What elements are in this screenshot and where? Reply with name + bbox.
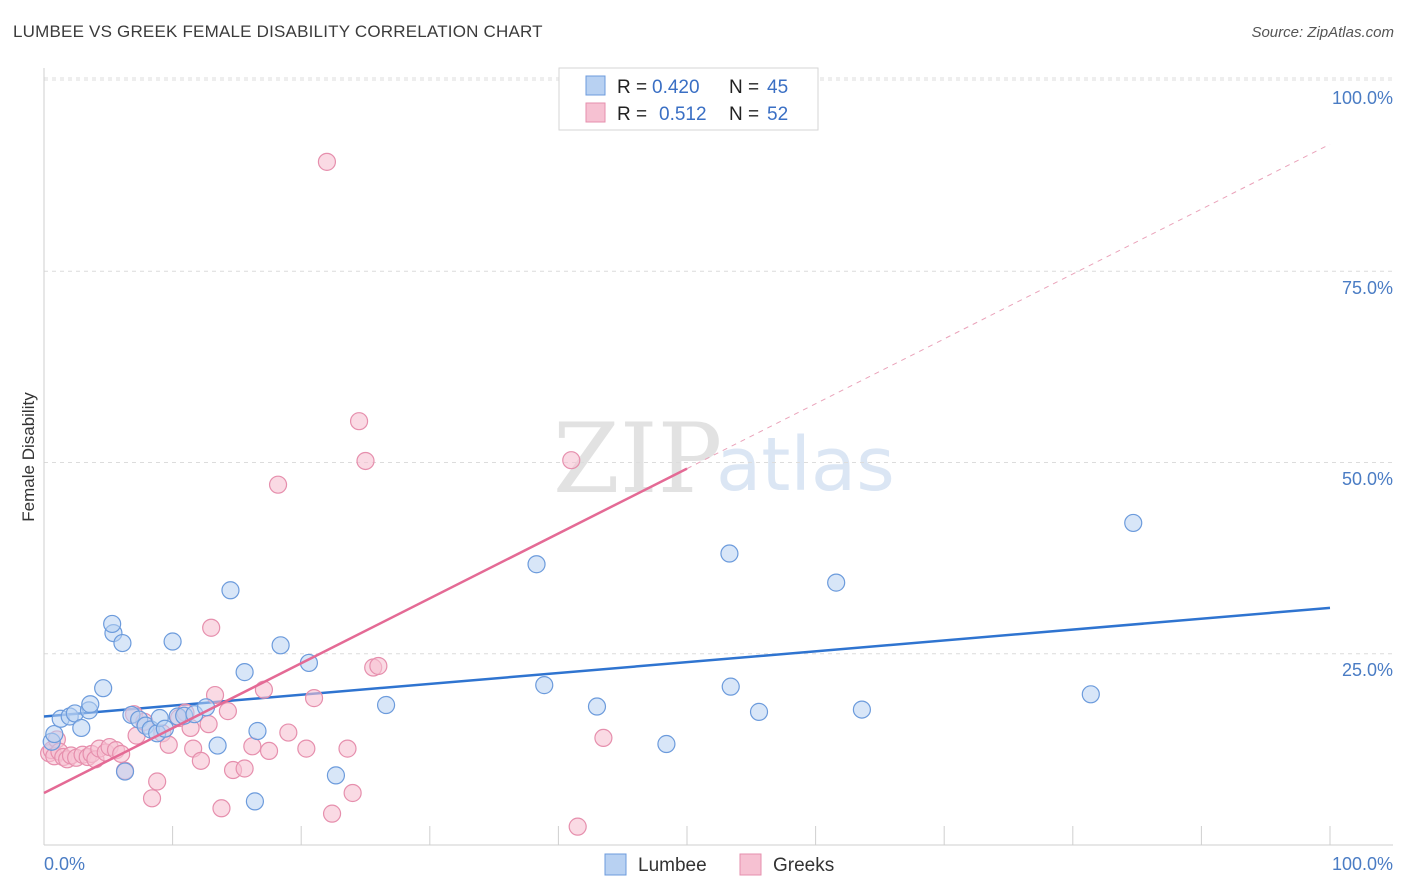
lumbee-point-37 xyxy=(657,734,676,754)
lumbee-point-34 xyxy=(527,555,546,574)
gridlines xyxy=(44,77,1393,655)
lumbee-point-11 xyxy=(113,633,132,653)
lumbee-point-41 xyxy=(827,573,846,592)
greeks-point-44 xyxy=(304,689,324,708)
lumbee-point-30 xyxy=(271,636,290,655)
greeks-point-50 xyxy=(356,451,375,471)
greeks-point-47 xyxy=(338,739,357,758)
lumbee-point-20 xyxy=(163,632,182,651)
greeks-point-40 xyxy=(259,741,279,761)
lumbee-point-29 xyxy=(248,721,267,741)
series-legend: Lumbee Greeks xyxy=(604,853,834,876)
lumbee-point-43 xyxy=(1081,685,1100,704)
x-tick-label-min: 0.0% xyxy=(44,854,85,874)
lumbee-point-28 xyxy=(245,792,265,811)
lumbee-point-40 xyxy=(749,702,769,721)
greeks-point-41 xyxy=(268,475,288,494)
greeks-point-31 xyxy=(199,715,218,734)
greeks-point-30 xyxy=(191,751,210,770)
lumbee-point-25 xyxy=(208,736,227,755)
lumbee-point-1 xyxy=(45,724,64,744)
bottom-greeks-swatch xyxy=(739,853,762,876)
stats-legend: R = 0.420 N = 45 R = 0.512 N = 52 xyxy=(558,67,819,131)
watermark-atlas: atlas xyxy=(716,422,895,508)
y-tick-label-50: 50.0% xyxy=(1342,469,1393,489)
lumbee-point-39 xyxy=(721,677,740,696)
greeks-point-23 xyxy=(148,772,167,791)
greeks-point-37 xyxy=(235,759,254,778)
y-tick-label-75: 75.0% xyxy=(1342,278,1393,298)
greeks-n-value: 52 xyxy=(767,104,788,125)
trend-lines xyxy=(43,143,1331,718)
lumbee-point-7 xyxy=(81,695,100,714)
lumbee-point-36 xyxy=(587,697,607,716)
y-axis-label: Female Disability xyxy=(19,392,38,522)
greeks-point-52 xyxy=(369,656,388,676)
greeks-point-35 xyxy=(218,702,237,721)
lumbee-point-32 xyxy=(326,766,346,785)
greeks-point-55 xyxy=(594,728,613,748)
lumbee-point-12 xyxy=(115,762,135,781)
greeks-r-value: 0.512 xyxy=(659,104,707,125)
lumbee-point-10 xyxy=(103,614,122,634)
greeks-point-38 xyxy=(243,737,262,756)
lumbee-trend-line xyxy=(43,606,1331,718)
greeks-trend-line xyxy=(43,467,688,795)
greeks-point-34 xyxy=(212,799,231,818)
lumbee-point-42 xyxy=(852,700,871,719)
lumbee-point-5 xyxy=(72,718,91,738)
y-tick-label-100: 100.0% xyxy=(1332,88,1393,108)
greeks-point-46 xyxy=(322,804,342,823)
greeks-point-49 xyxy=(349,412,369,431)
greeks-point-33 xyxy=(205,685,225,705)
y-tick-label-25: 25.0% xyxy=(1342,660,1393,680)
lumbee-point-27 xyxy=(235,663,254,682)
lumbee-point-44 xyxy=(1124,513,1143,533)
greeks-trend-extension xyxy=(686,143,1331,470)
greeks-legend-swatch xyxy=(585,102,606,123)
greeks-point-43 xyxy=(297,739,316,758)
data-points xyxy=(40,152,1143,836)
lumbee-r-label: R = xyxy=(617,77,647,98)
chart-title: LUMBEE VS GREEK FEMALE DISABILITY CORREL… xyxy=(13,22,543,41)
lumbee-point-35 xyxy=(535,676,554,695)
watermark-zip: ZIP xyxy=(553,403,722,515)
greeks-point-32 xyxy=(202,618,221,637)
greeks-point-42 xyxy=(279,723,298,742)
greeks-point-45 xyxy=(317,152,337,171)
lumbee-point-26 xyxy=(221,581,240,600)
lumbee-legend-swatch xyxy=(585,75,606,96)
greeks-point-48 xyxy=(343,783,362,803)
lumbee-point-8 xyxy=(94,679,113,698)
greeks-r-label: R = xyxy=(617,104,647,125)
lumbee-n-label: N = xyxy=(729,77,759,98)
greeks-point-22 xyxy=(142,789,162,808)
lumbee-n-value: 45 xyxy=(767,77,788,98)
lumbee-point-38 xyxy=(720,544,739,563)
lumbee-point-33 xyxy=(376,695,396,715)
source-credit: Source: ZipAtlas.com xyxy=(1251,24,1394,41)
bottom-lumbee-label: Lumbee xyxy=(638,855,707,876)
x-tick-label-max: 100.0% xyxy=(1332,854,1393,874)
lumbee-r-value: 0.420 xyxy=(652,77,700,98)
greeks-point-54 xyxy=(568,817,587,836)
bottom-lumbee-swatch xyxy=(604,853,627,876)
bottom-greeks-label: Greeks xyxy=(773,855,834,876)
greeks-point-53 xyxy=(562,451,581,470)
greeks-n-label: N = xyxy=(729,104,759,125)
